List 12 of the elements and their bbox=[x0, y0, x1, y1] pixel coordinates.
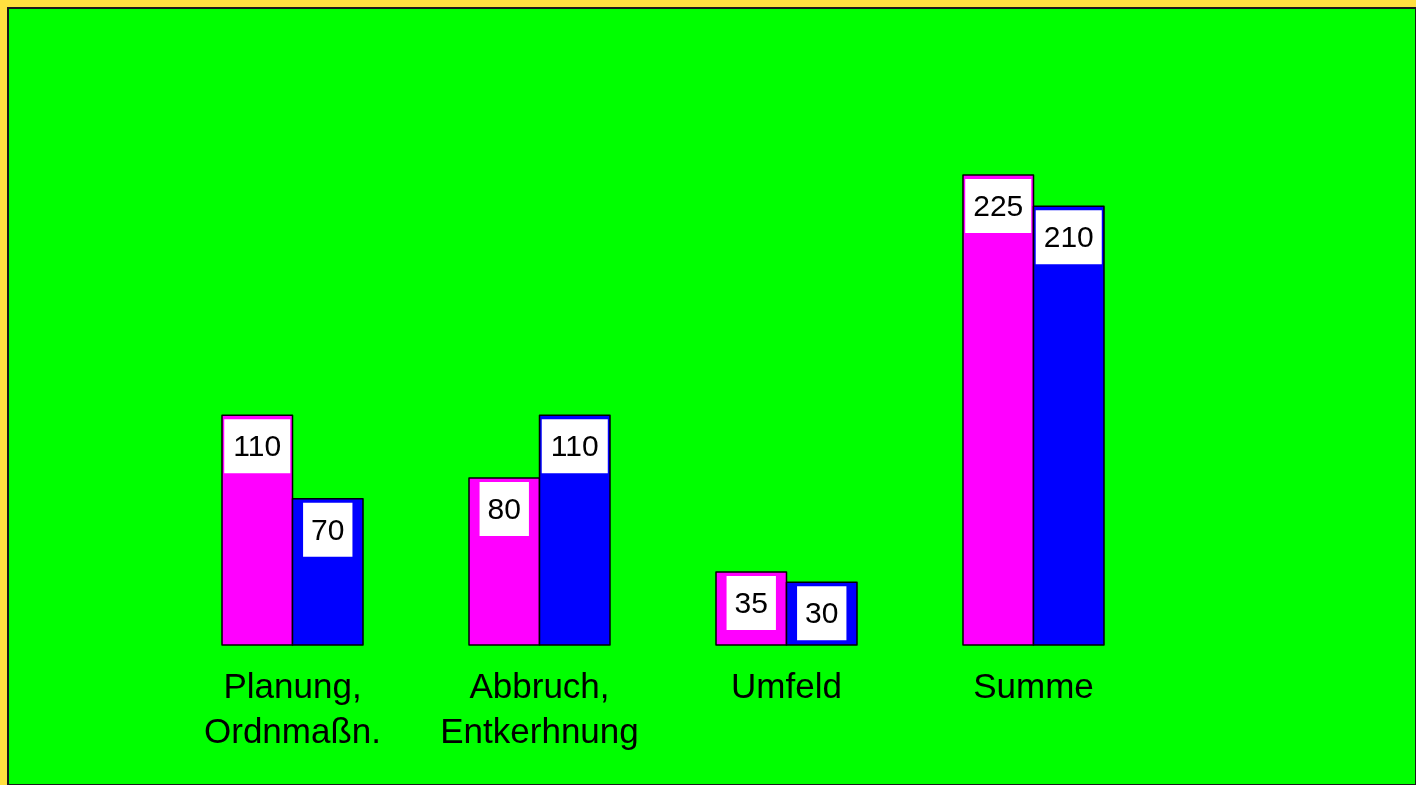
x-tick-label: Summe bbox=[973, 666, 1094, 705]
data-label: 35 bbox=[734, 585, 768, 619]
x-tick-label: Umfeld bbox=[731, 666, 842, 705]
data-label: 30 bbox=[805, 596, 839, 630]
data-label: 225 bbox=[973, 189, 1024, 222]
data-label: 110 bbox=[550, 429, 599, 463]
x-tick-label: Planung, Ordnmaßn. bbox=[204, 666, 382, 750]
data-label: 210 bbox=[1043, 220, 1094, 254]
data-label: 80 bbox=[487, 491, 521, 525]
data-label: 70 bbox=[311, 512, 345, 546]
x-tick-label: Abbruch, Entkerhnung bbox=[440, 666, 639, 750]
data-label: 110 bbox=[233, 429, 282, 463]
